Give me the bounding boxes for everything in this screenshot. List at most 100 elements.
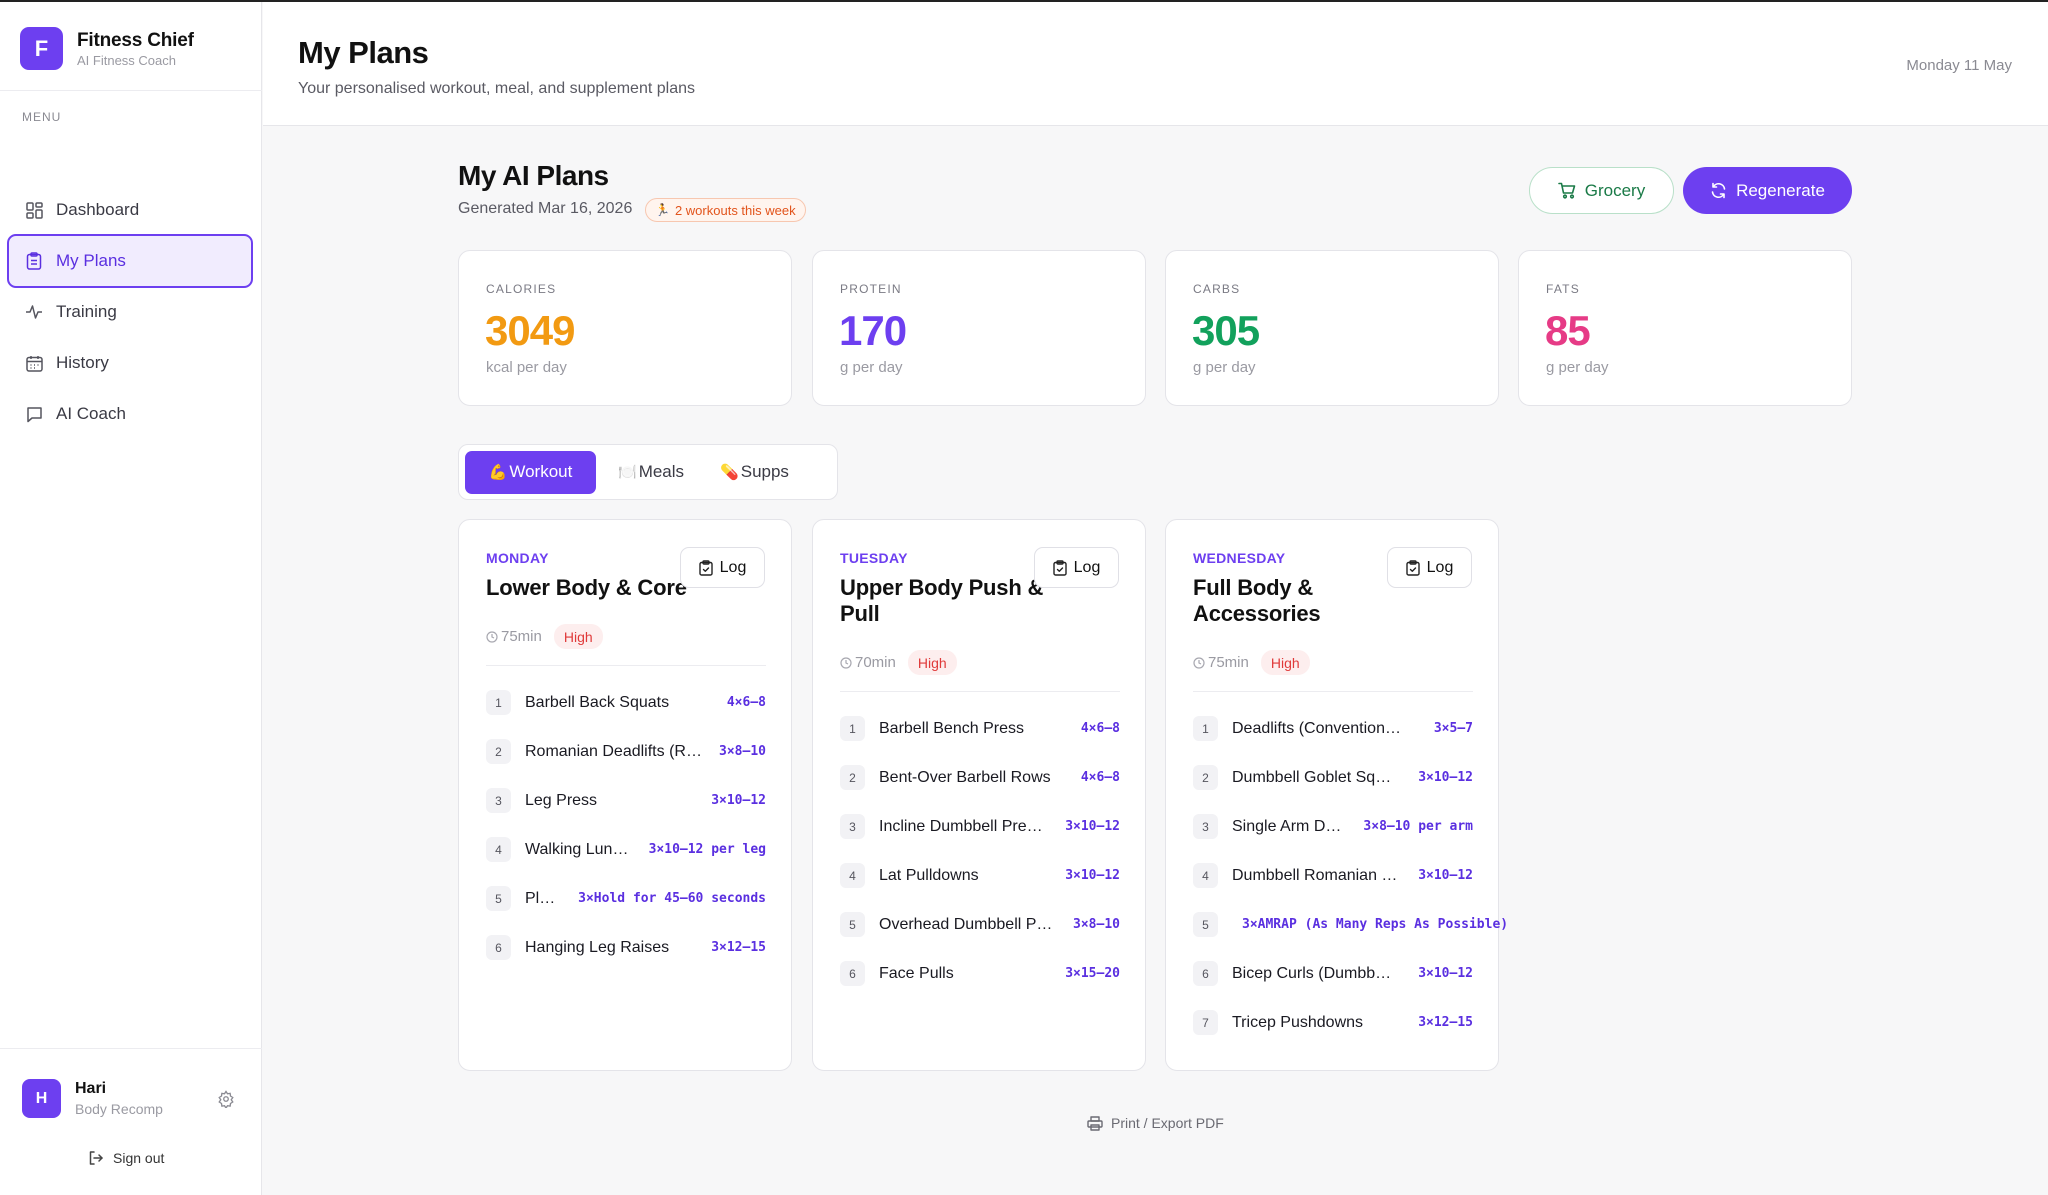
- exercise-row[interactable]: 3 Single Arm D… 3×8–10 per arm: [1193, 802, 1473, 851]
- clipboard-check-icon: [1405, 559, 1420, 576]
- regenerate-button[interactable]: Regenerate: [1683, 167, 1852, 214]
- exercise-sets: 3×8–10 per arm: [1363, 819, 1473, 834]
- stat-unit: g per day: [1193, 359, 1256, 376]
- exercise-number: 5: [840, 912, 865, 937]
- exercise-row[interactable]: 1 Barbell Back Squats 4×6–8: [486, 678, 766, 727]
- cart-icon: [1557, 182, 1576, 199]
- exercise-row[interactable]: 2 Bent-Over Barbell Rows 4×6–8: [840, 753, 1120, 802]
- exercise-row[interactable]: 3 Leg Press 3×10–12: [486, 776, 766, 825]
- printer-icon: [1087, 1115, 1103, 1131]
- duration: 75min: [1193, 654, 1249, 671]
- exercise-number: 6: [1193, 961, 1218, 986]
- sign-out-button[interactable]: Sign out: [88, 1150, 164, 1166]
- exercise-name: Walking Lun…: [525, 840, 629, 858]
- exercise-sets: 4×6–8: [1080, 770, 1120, 785]
- exercise-name: Barbell Bench Press: [879, 719, 1024, 737]
- workouts-week-badge: 🏃 2 workouts this week: [645, 198, 806, 222]
- tab-meals[interactable]: 🍽️ Meals: [596, 451, 706, 494]
- stat-label: CALORIES: [486, 282, 557, 296]
- workout-title: Lower Body & Core: [486, 575, 687, 600]
- exercise-row[interactable]: 4 Walking Lun… 3×10–12 per leg: [486, 825, 766, 874]
- exercise-number: 1: [840, 716, 865, 741]
- user-profile[interactable]: H Hari Body Recomp: [22, 1079, 163, 1118]
- header-date: Monday 11 May: [1906, 57, 2012, 74]
- exercise-sets: 3×Hold for 45–60 seconds: [578, 891, 766, 906]
- exercise-row[interactable]: 6 Bicep Curls (Dumbb… 3×10–12: [1193, 949, 1473, 998]
- runner-icon: 🏃: [655, 203, 670, 217]
- activity-icon: [25, 303, 43, 321]
- exercise-row[interactable]: 1 Barbell Bench Press 4×6–8: [840, 704, 1120, 753]
- sidebar-item-my-plans[interactable]: My Plans: [7, 234, 253, 288]
- exercise-sets: 3×10–12: [711, 793, 766, 808]
- grocery-button[interactable]: Grocery: [1529, 167, 1674, 214]
- brand-logo: F: [20, 27, 63, 70]
- exercise-number: 4: [1193, 863, 1218, 888]
- tab-supps[interactable]: 💊 Supps: [706, 451, 811, 494]
- sidebar-item-label: Dashboard: [56, 200, 140, 219]
- flexed-arm-icon: 💪: [488, 464, 508, 481]
- exercise-row[interactable]: 5 Overhead Dumbbell P… 3×8–10: [840, 900, 1120, 949]
- user-name: Hari: [75, 1080, 107, 1097]
- sidebar-item-training[interactable]: Training: [7, 285, 253, 339]
- exercise-row[interactable]: 2 Dumbbell Goblet Sq… 3×10–12: [1193, 753, 1473, 802]
- workout-meta: 75min High: [1193, 650, 1310, 675]
- duration: 70min: [840, 654, 896, 671]
- refresh-icon: [1711, 182, 1726, 199]
- day-label: TUESDAY: [840, 550, 908, 566]
- week-badge-label: 2 workouts this week: [674, 202, 796, 218]
- log-button[interactable]: Log: [1034, 547, 1119, 588]
- exercise-row[interactable]: 1 Deadlifts (Convention… 3×5–7: [1193, 704, 1473, 753]
- exercise-sets: 3×5–7: [1433, 721, 1473, 736]
- exercise-row[interactable]: 4 Lat Pulldowns 3×10–12: [840, 851, 1120, 900]
- carbs-card: CARBS 305 g per day: [1165, 250, 1499, 406]
- exercise-row[interactable]: 5 Pl… 3×Hold for 45–60 seconds: [486, 874, 766, 923]
- sidebar-item-ai-coach[interactable]: AI Coach: [7, 387, 253, 441]
- exercise-list: 1 Deadlifts (Convention… 3×5–7 2 Dumbbel…: [1193, 704, 1508, 1047]
- workout-card-wednesday: WEDNESDAY Full Body & Accessories Log 75…: [1165, 519, 1508, 1071]
- exercise-row[interactable]: 4 Dumbbell Romanian … 3×10–12: [1193, 851, 1473, 900]
- workout-meta: 70min High: [840, 650, 957, 675]
- plan-tabs: 💪 Workout 🍽️ Meals 💊 Supps: [458, 444, 838, 500]
- exercise-name: Leg Press: [525, 791, 598, 809]
- log-button[interactable]: Log: [680, 547, 765, 588]
- protein-card: PROTEIN 170 g per day: [812, 250, 1146, 406]
- sidebar-item-dashboard[interactable]: Dashboard: [7, 183, 253, 237]
- brand[interactable]: F Fitness Chief AI Fitness Coach: [20, 27, 194, 70]
- log-button[interactable]: Log: [1387, 547, 1472, 588]
- exercise-sets: 3×10–12: [1065, 819, 1120, 834]
- sidebar-item-label: AI Coach: [56, 404, 126, 423]
- exercise-number: 1: [486, 690, 511, 715]
- exercise-row[interactable]: 6 Face Pulls 3×15–20: [840, 949, 1120, 998]
- exercise-name: Overhead Dumbbell P…: [879, 915, 1053, 933]
- exercise-sets: 3×10–12: [1418, 868, 1473, 883]
- exercise-row[interactable]: 6 Hanging Leg Raises 3×12–15: [486, 923, 766, 972]
- exercise-name: Tricep Pushdowns: [1232, 1013, 1364, 1031]
- print-export-button[interactable]: Print / Export PDF: [1087, 1115, 1224, 1131]
- clock-icon: [1193, 656, 1205, 669]
- exercise-row[interactable]: 2 Romanian Deadlifts (R… 3×8–10: [486, 727, 766, 776]
- exercise-sets: 3×10–12: [1065, 868, 1120, 883]
- exercise-sets: 3×15–20: [1065, 966, 1120, 981]
- brand-name: Fitness Chief: [77, 29, 194, 51]
- sidebar-item-label: Training: [56, 302, 117, 321]
- exercise-name: Hanging Leg Raises: [525, 938, 670, 956]
- sign-out-icon: [89, 1151, 103, 1165]
- card-divider: [1193, 691, 1473, 692]
- exercise-row[interactable]: 3 Incline Dumbbell Pre… 3×10–12: [840, 802, 1120, 851]
- exercise-name: Bent-Over Barbell Rows: [879, 768, 1051, 786]
- exercise-row[interactable]: 7 Tricep Pushdowns 3×12–15: [1193, 998, 1473, 1047]
- stat-value: 170: [839, 307, 907, 354]
- sidebar-item-history[interactable]: History: [7, 336, 253, 390]
- tab-label: Workout: [509, 462, 573, 481]
- day-label: WEDNESDAY: [1193, 550, 1286, 566]
- exercise-row[interactable]: 5 3×AMRAP (As Many Reps As Possible): [1193, 900, 1508, 949]
- sidebar-nav: Dashboard My Plans Training History AI C…: [7, 183, 253, 441]
- calendar-icon: [25, 354, 43, 372]
- tab-workout[interactable]: 💪 Workout: [465, 450, 596, 494]
- gear-icon[interactable]: [217, 1090, 237, 1110]
- plate-icon: 🍽️: [618, 464, 637, 481]
- exercise-sets: 4×6–8: [1080, 721, 1120, 736]
- tab-label: Meals: [638, 462, 685, 481]
- exercise-number: 3: [840, 814, 865, 839]
- exercise-name: Bicep Curls (Dumbb…: [1232, 964, 1392, 982]
